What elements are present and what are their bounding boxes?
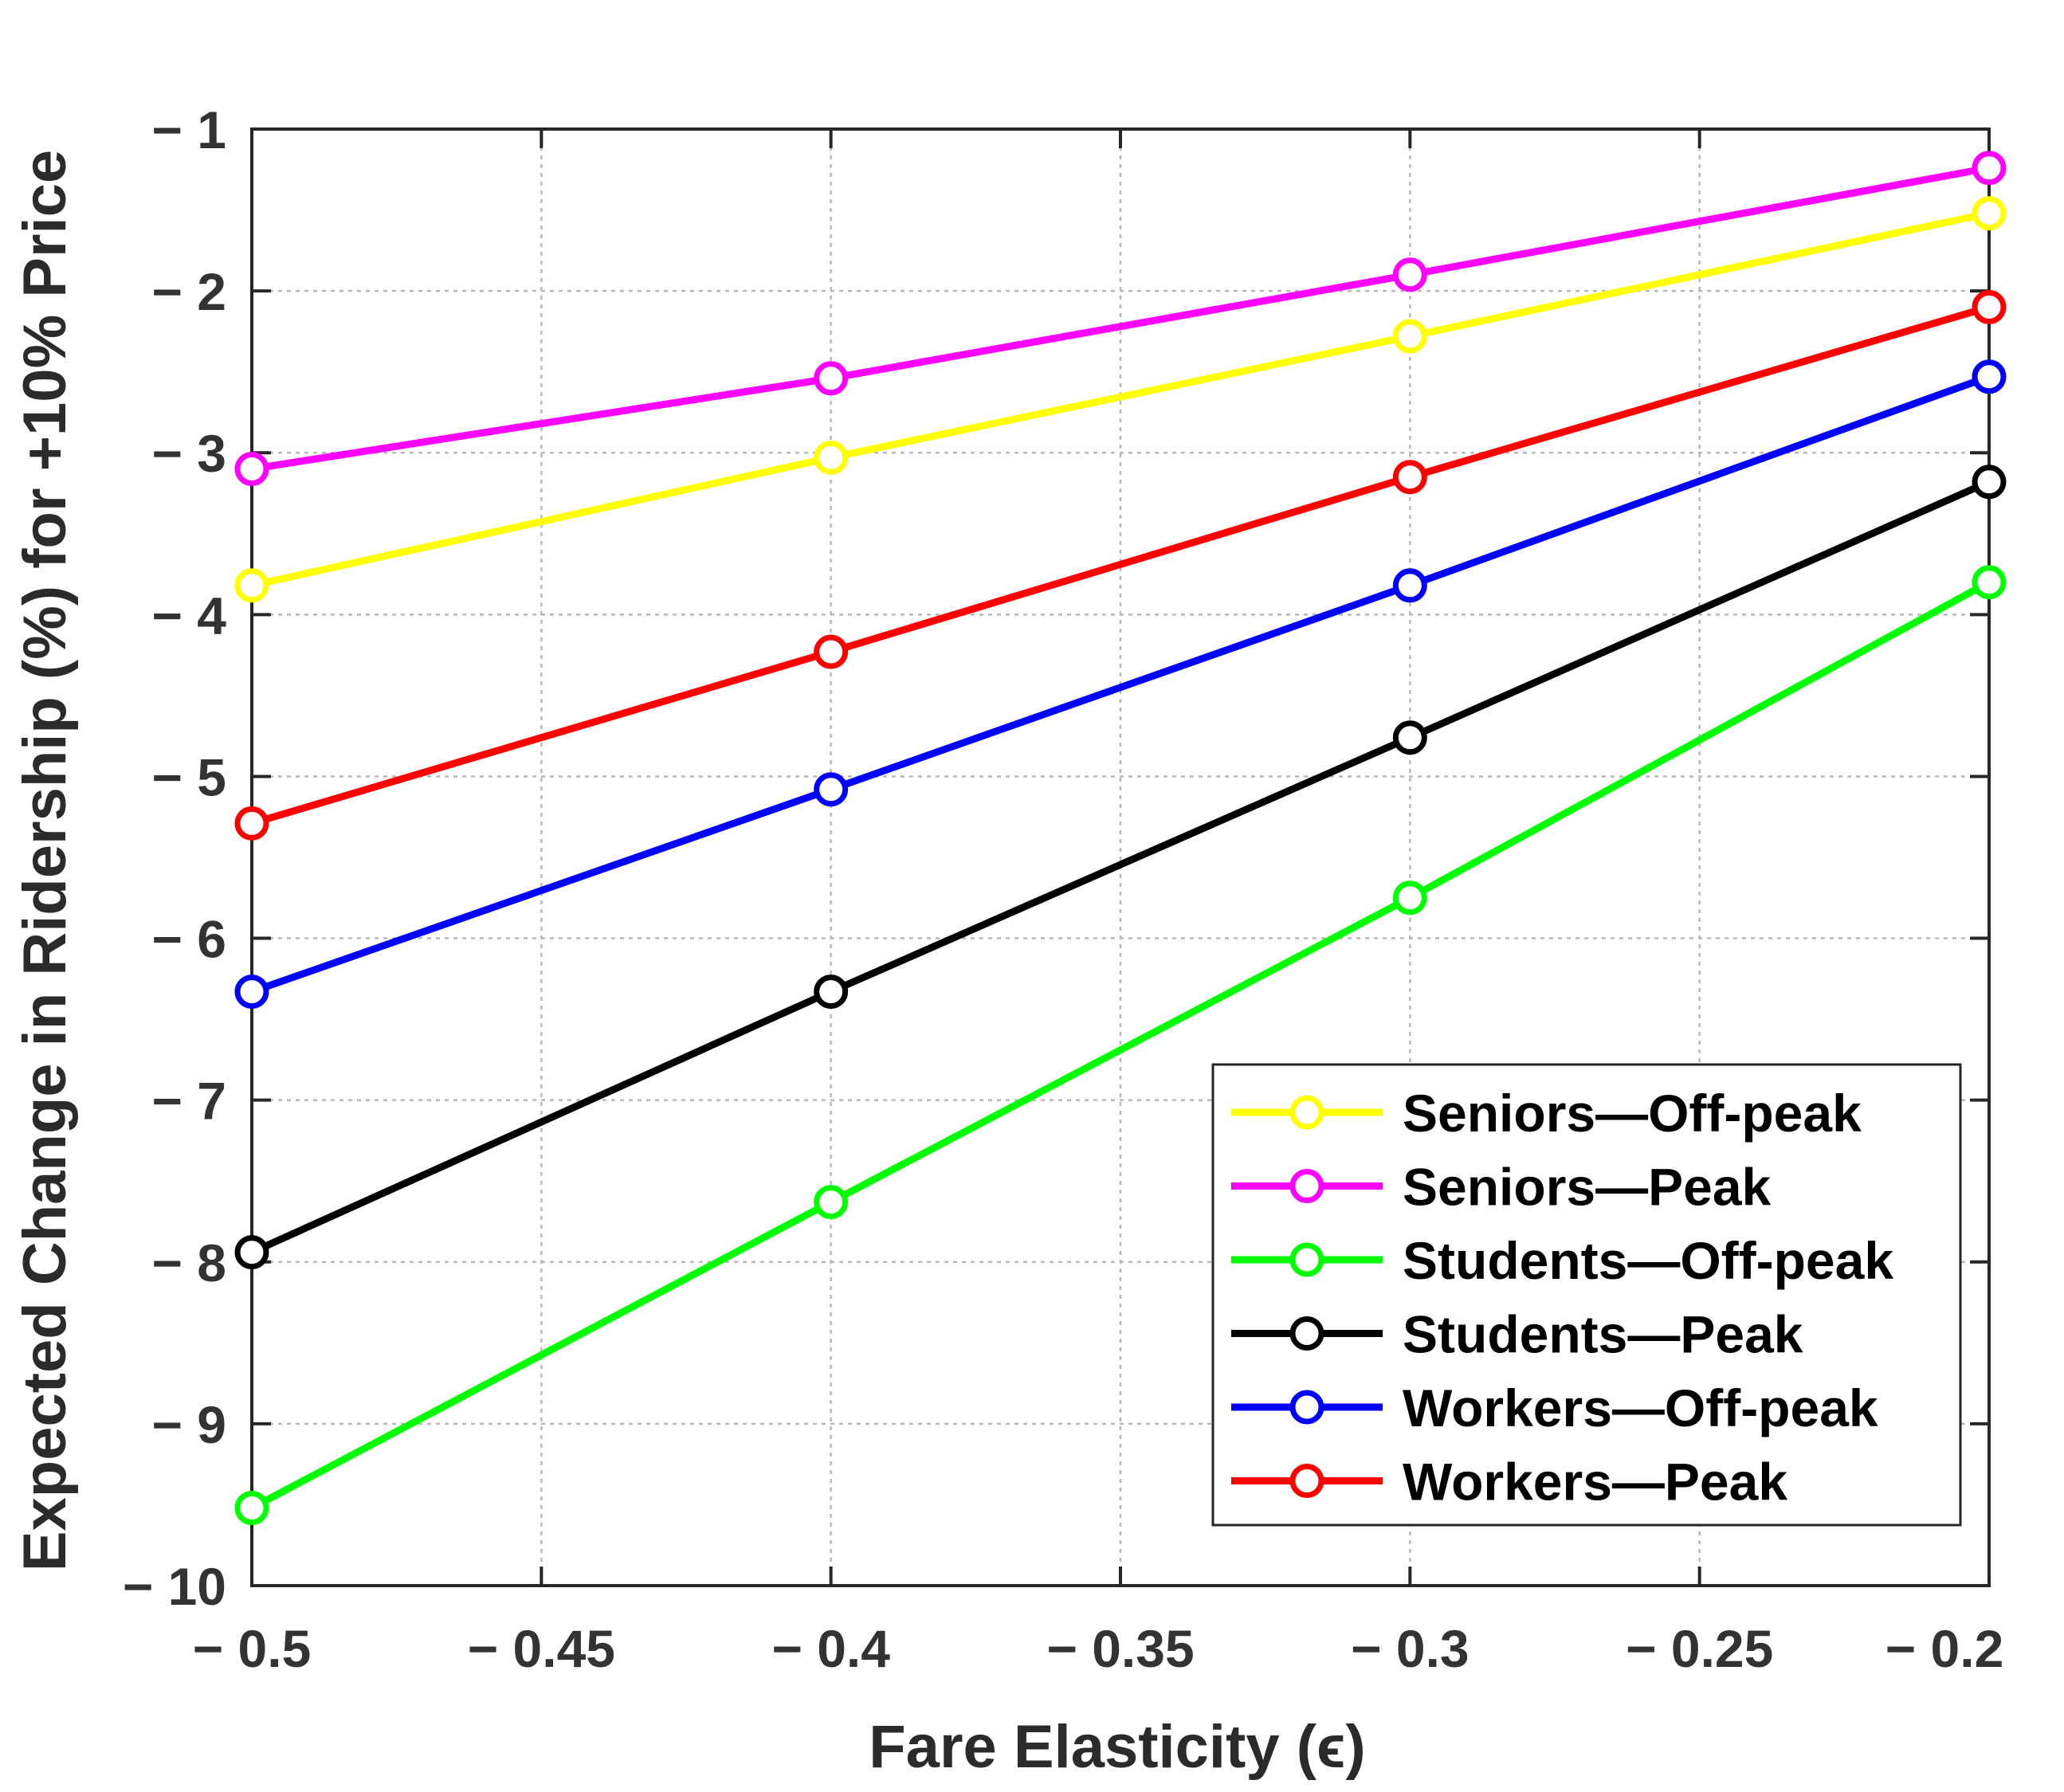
x-tick-label: − 0.45	[468, 1619, 615, 1678]
series-line	[250, 373, 1991, 995]
data-point	[1392, 568, 1427, 603]
y-tick-label: − 3	[151, 424, 226, 483]
series-4	[234, 359, 2007, 1010]
data-point	[234, 1491, 269, 1526]
x-tick-labels: − 0.5 − 0.45 − 0.4 − 0.35 − 0.3 − 0.25 − 0.2	[193, 1619, 2004, 1678]
data-point	[1392, 880, 1427, 916]
x-axis-label: Fare Elasticity (ϵ)	[869, 1713, 1365, 1781]
data-point	[234, 806, 269, 841]
x-tick-label: − 0.25	[1626, 1619, 1773, 1678]
series-line	[249, 578, 1991, 1512]
legend-marker	[1289, 1390, 1324, 1425]
y-tick-label: − 7	[151, 1072, 226, 1131]
legend-item-4: Workers—Off-peak	[1231, 1378, 1878, 1437]
legend-label: Students—Off-peak	[1403, 1231, 1893, 1290]
legend-label: Seniors—Peak	[1403, 1158, 1772, 1217]
y-tick-label: − 10	[123, 1557, 226, 1616]
legend-label: Students—Peak	[1403, 1305, 1803, 1364]
data-point	[1972, 196, 2007, 231]
y-tick-label: − 4	[151, 586, 226, 645]
series-2	[234, 565, 2007, 1526]
series-layer	[234, 151, 2007, 1526]
legend-box	[1211, 1063, 1962, 1527]
y-tick-label: − 6	[151, 910, 226, 969]
data-point	[1972, 151, 2007, 186]
data-point	[1392, 720, 1427, 755]
x-tick-label: − 0.2	[1885, 1619, 2004, 1678]
legend-item-2: Students—Off-peak	[1231, 1231, 1893, 1290]
data-point	[814, 974, 849, 1010]
y-tick-label: − 2	[151, 262, 226, 321]
data-point	[234, 568, 269, 603]
axes	[250, 127, 1991, 1587]
y-tick-label: − 9	[151, 1395, 226, 1454]
series-0	[234, 196, 2007, 603]
data-point	[1392, 460, 1427, 495]
legend-marker	[1289, 1316, 1324, 1351]
data-point	[814, 361, 849, 396]
legend-marker	[1289, 1169, 1324, 1203]
series-line	[250, 478, 1991, 1256]
y-tick-labels: − 1 − 2 − 3 − 4 − 5 − 6 − 7 − 8 − 9 − 10	[123, 100, 227, 1616]
legend: Seniors—Off-peak Seniors—Peak Students—Off…	[1211, 1063, 1962, 1527]
x-tick-label: − 0.35	[1046, 1619, 1194, 1678]
data-point	[1972, 465, 2007, 500]
legend-marker	[1289, 1242, 1324, 1277]
data-point	[1392, 257, 1427, 292]
legend-item-5: Workers—Peak	[1231, 1453, 1787, 1512]
data-point	[1972, 359, 2007, 394]
data-point	[234, 1235, 269, 1270]
series-5	[234, 289, 2007, 841]
series-line	[251, 210, 1990, 590]
x-tick-label: − 0.5	[193, 1619, 312, 1678]
data-point	[814, 440, 849, 475]
series-line	[251, 164, 1990, 473]
legend-label: Workers—Off-peak	[1403, 1378, 1878, 1437]
x-tick-label: − 0.4	[771, 1619, 890, 1678]
legend-marker	[1289, 1095, 1324, 1130]
data-point	[234, 974, 269, 1010]
data-point	[814, 634, 849, 669]
y-tick-label: − 5	[151, 747, 226, 806]
data-point	[814, 772, 849, 807]
data-point	[814, 1185, 849, 1220]
legend-item-1: Seniors—Peak	[1231, 1158, 1772, 1217]
legend-item-3: Students—Peak	[1231, 1305, 1803, 1364]
x-tick-label: − 0.3	[1351, 1619, 1470, 1678]
legend-item-0: Seniors—Off-peak	[1231, 1084, 1862, 1143]
data-point	[1972, 289, 2007, 324]
y-tick-label: − 1	[151, 100, 226, 159]
legend-label: Seniors—Off-peak	[1403, 1084, 1862, 1143]
data-point	[234, 452, 269, 487]
y-axis-label: Expected Change in Ridership (%) for +10…	[11, 150, 79, 1571]
data-point	[1392, 319, 1427, 354]
series-line	[250, 304, 1991, 827]
legend-marker	[1289, 1464, 1324, 1498]
series-1	[234, 151, 2007, 487]
data-point	[1972, 565, 2007, 600]
legend-label: Workers—Peak	[1403, 1453, 1787, 1512]
y-tick-label: − 8	[151, 1233, 226, 1292]
series-3	[234, 465, 2007, 1270]
